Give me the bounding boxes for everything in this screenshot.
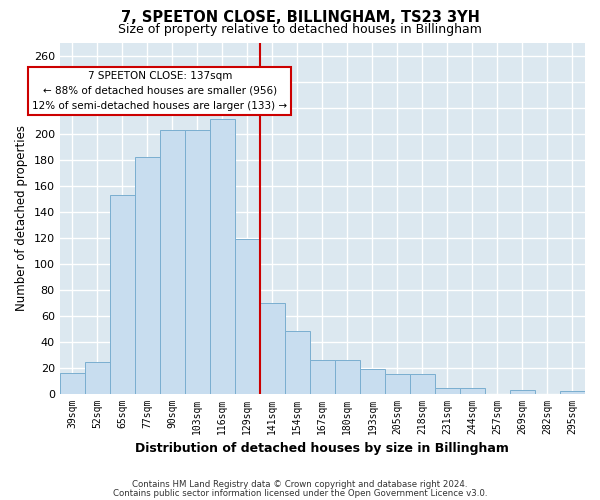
Bar (135, 157, 160, 394)
Bar (385, 374, 410, 394)
Bar (435, 388, 460, 394)
Text: 7, SPEETON CLOSE, BILLINGHAM, TS23 3YH: 7, SPEETON CLOSE, BILLINGHAM, TS23 3YH (121, 10, 479, 25)
X-axis label: Distribution of detached houses by size in Billingham: Distribution of detached houses by size … (136, 442, 509, 455)
Bar (110, 194, 135, 394)
Bar (185, 130, 210, 394)
Bar (360, 369, 385, 394)
Bar (235, 239, 260, 394)
Text: Contains public sector information licensed under the Open Government Licence v3: Contains public sector information licen… (113, 488, 487, 498)
Bar (510, 390, 535, 394)
Y-axis label: Number of detached properties: Number of detached properties (15, 125, 28, 311)
Bar (560, 391, 585, 394)
Text: 7 SPEETON CLOSE: 137sqm
← 88% of detached houses are smaller (956)
12% of semi-d: 7 SPEETON CLOSE: 137sqm ← 88% of detache… (32, 71, 287, 110)
Bar (59, 373, 85, 394)
Text: Contains HM Land Registry data © Crown copyright and database right 2024.: Contains HM Land Registry data © Crown c… (132, 480, 468, 489)
Bar (210, 119, 235, 394)
Text: Size of property relative to detached houses in Billingham: Size of property relative to detached ho… (118, 22, 482, 36)
Bar (85, 362, 110, 394)
Bar (310, 360, 335, 394)
Bar (160, 130, 185, 394)
Bar (260, 302, 285, 394)
Bar (285, 331, 310, 394)
Bar (410, 374, 435, 394)
Bar (335, 360, 360, 394)
Bar (460, 388, 485, 394)
